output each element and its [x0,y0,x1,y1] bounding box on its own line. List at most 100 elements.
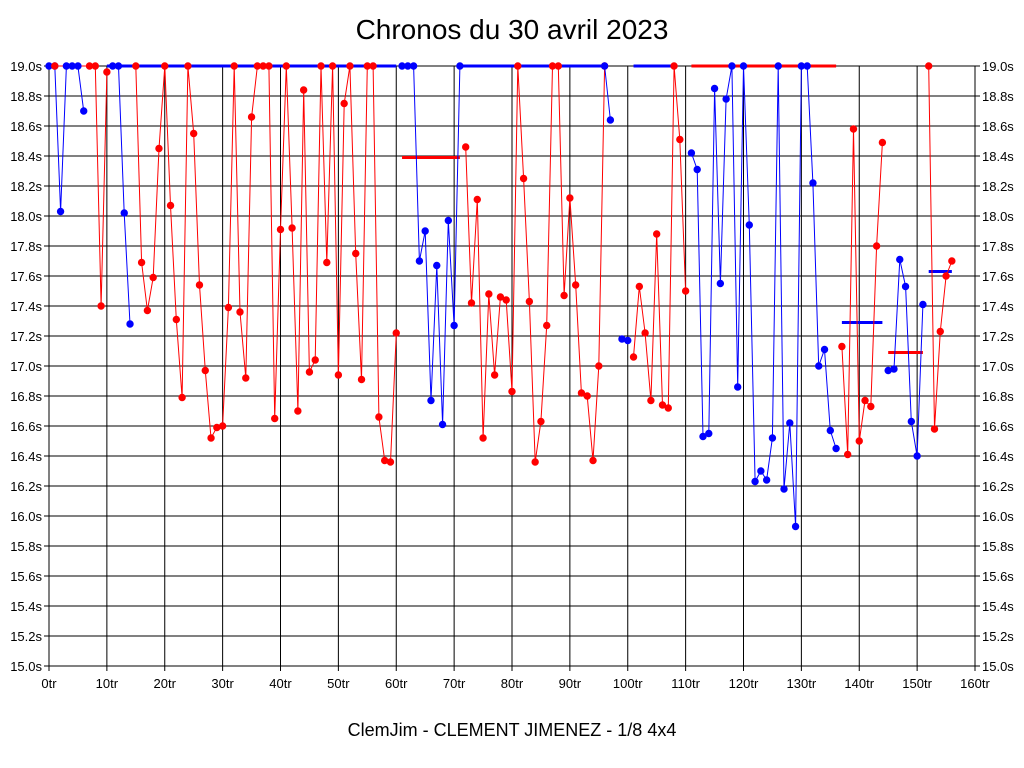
data-point [595,362,603,370]
data-point [525,297,534,306]
y-tick-label-left: 18.4s [10,149,42,164]
x-tick-label: 80tr [501,676,524,691]
data-point [641,329,649,337]
data-point [676,135,684,144]
y-tick-label-right: 18.2s [982,179,1014,194]
data-point [369,62,377,70]
data-point [271,414,279,423]
data-point [670,62,678,70]
y-tick-label-right: 17.6s [982,269,1014,284]
data-point [490,371,499,379]
data-point [647,396,655,405]
data-point [166,201,175,210]
data-point [936,327,944,336]
data-point [566,194,574,202]
data-point [861,396,869,405]
data-point [652,230,661,238]
data-point [242,374,250,382]
data-point [890,365,898,373]
data-point [757,467,765,475]
data-point [942,272,950,280]
data-point [600,62,609,70]
data-point [479,434,487,442]
y-tick-label-right: 15.4s [982,599,1014,614]
chart-title: Chronos du 30 avril 2023 [355,14,669,45]
data-point [230,62,238,70]
y-tick-label-left: 16.4s [10,449,42,464]
data-point [589,456,597,465]
data-point [462,143,470,151]
data-point [624,336,632,345]
data-point [433,261,441,270]
data-point [629,353,638,361]
y-tick-label-right: 17.0s [982,359,1014,374]
data-point [519,174,528,183]
y-tick-label-left: 17.4s [10,299,42,314]
x-tick-label: 30tr [211,676,234,691]
y-tick-label-left: 16.2s [10,479,42,494]
data-point [925,62,933,70]
data-point [352,249,360,258]
data-point [311,356,319,364]
data-point [780,485,788,493]
data-point [415,257,424,265]
x-tick-label: 40tr [269,676,292,691]
x-tick-label: 10tr [96,676,119,691]
y-tick-label-left: 15.2s [10,629,42,644]
data-point [334,371,343,379]
data-point [919,300,927,309]
data-point [276,225,285,234]
y-tick-label-left: 15.6s [10,569,42,584]
data-point [531,458,539,466]
data-point [184,62,192,70]
series-line [604,65,611,121]
data-point [132,62,140,70]
y-tick-label-right: 15.0s [982,659,1014,674]
data-point [716,279,725,288]
y-tick-label-right: 16.0s [982,509,1014,524]
data-point [577,389,586,397]
data-point [681,287,690,295]
data-point [774,62,782,70]
data-point [571,281,580,289]
data-point [872,242,881,250]
data-point [328,62,337,70]
data-point [930,425,939,433]
data-point [456,62,464,70]
data-point [878,138,887,147]
y-tick-label-left: 17.0s [10,359,42,374]
y-tick-label-right: 16.6s [982,419,1014,434]
data-point [155,144,163,153]
data-point [728,62,736,70]
data-point [734,383,742,391]
y-tick-label-left: 15.4s [10,599,42,614]
data-point [201,366,209,375]
data-point [809,179,817,187]
data-point [496,293,505,301]
data-point [537,417,545,426]
data-point [126,320,134,328]
data-point [855,437,863,445]
data-point [195,281,204,289]
data-point [218,422,227,430]
data-point [751,477,759,486]
data-point [247,113,256,121]
y-tick-label-left: 15.0s [10,659,42,674]
data-point [288,224,296,232]
data-point [913,452,921,460]
x-tick-label: 70tr [443,676,466,691]
data-point [438,420,447,429]
data-point [820,345,829,354]
data-point [901,282,910,291]
x-tick-label: 130tr [787,676,817,691]
y-tick-label-right: 19.0s [982,59,1014,74]
data-point [693,165,701,174]
data-point [56,207,65,216]
data-point [635,282,644,291]
data-point [762,476,771,484]
y-tick-label-right: 16.4s [982,449,1014,464]
data-point [606,116,615,124]
data-point [514,62,522,70]
data-point [143,306,152,315]
